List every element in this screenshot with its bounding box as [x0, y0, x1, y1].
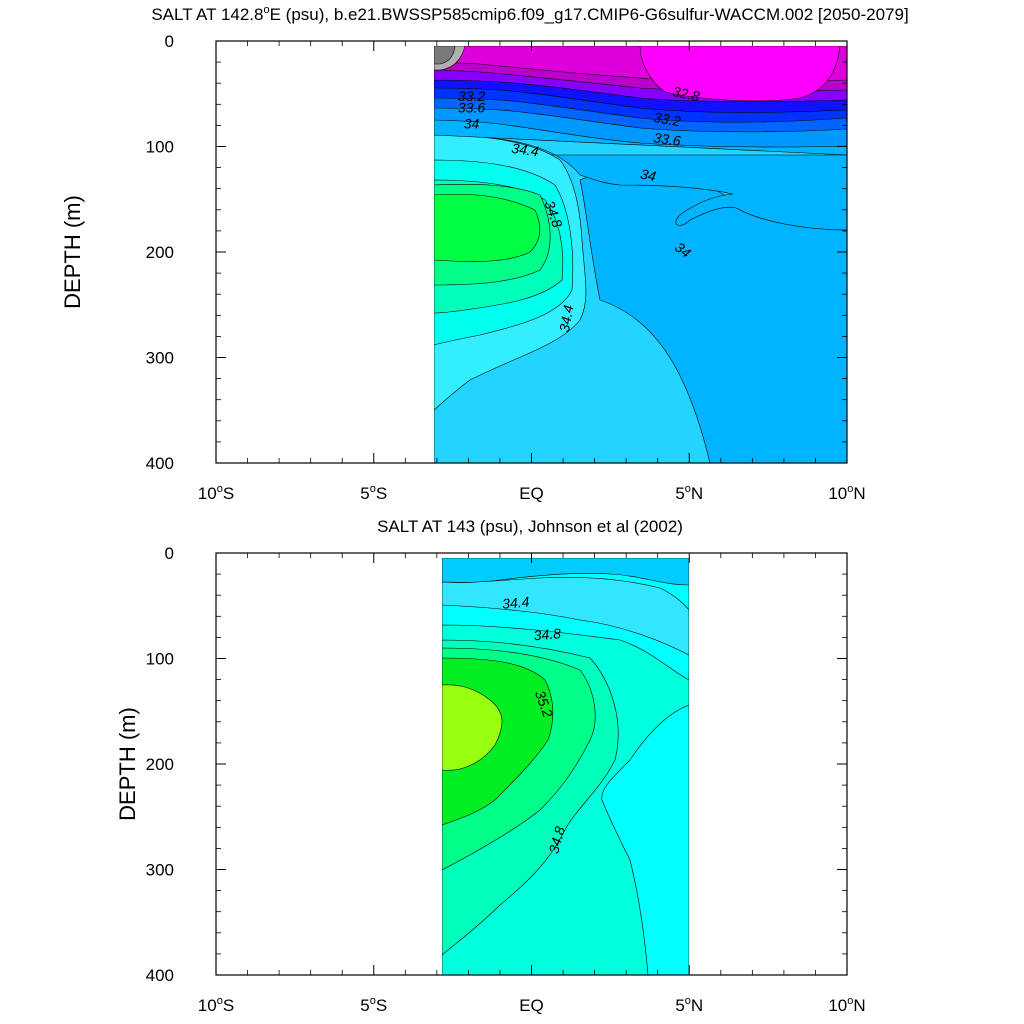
- x-tick-label: 10oS: [198, 995, 234, 1015]
- contour-label: 33.2: [458, 88, 485, 104]
- fill-band: [442, 684, 503, 771]
- y-tick-label: 0: [165, 32, 174, 51]
- y-tick-label: 400: [146, 966, 174, 985]
- x-tick-label: 10oN: [828, 483, 865, 503]
- x-tick-label: 5oS: [360, 995, 387, 1015]
- contour-label: 33.6: [458, 99, 485, 115]
- contour-label: 34.4: [511, 140, 540, 160]
- y-tick-label: 100: [146, 138, 174, 157]
- contour-label: 34.8: [545, 825, 568, 856]
- y-tick-label: 200: [146, 755, 174, 774]
- contour-label: 33.6: [653, 129, 682, 149]
- fill-band: [434, 46, 456, 65]
- panel-bottom-ticks: 0 100 200 300 400 10oS 5oS EQ 5oN 10oN: [146, 544, 866, 1015]
- y-tick-label: 400: [146, 454, 174, 473]
- x-tick-label: 5oS: [360, 483, 387, 503]
- panel-top-contour-fill: [434, 46, 847, 463]
- contour-label: 33.2: [652, 109, 682, 130]
- panel-top-ylabel: DEPTH (m): [60, 195, 85, 309]
- panel-top: SALT AT 142.8oE (psu), b.e21.BWSSP585cmi…: [60, 4, 909, 503]
- x-tick-label: 10oS: [198, 483, 234, 503]
- contour-label: 32.8: [671, 83, 701, 104]
- contour-label: 34.8: [533, 625, 562, 643]
- y-tick-label: 300: [146, 349, 174, 368]
- x-tick-label: 5oN: [675, 483, 703, 503]
- fill-band: [639, 46, 841, 102]
- y-tick-label: 100: [146, 650, 174, 669]
- fill-band: [434, 193, 540, 262]
- x-tick-label: 5oN: [675, 995, 703, 1015]
- contour-label: 34: [464, 115, 480, 131]
- x-tick-label: EQ: [519, 484, 544, 503]
- panel-bottom-title: SALT AT 143 (psu), Johnson et al (2002): [377, 517, 683, 536]
- panel-bottom-contour-labels: 34.434.835.234.8: [501, 593, 568, 855]
- x-tick-label: EQ: [519, 996, 544, 1015]
- panel-top-title: SALT AT 142.8oE (psu), b.e21.BWSSP585cmi…: [151, 4, 908, 24]
- y-tick-label: 200: [146, 243, 174, 262]
- panel-top-ticks: 0 100 200 300 400 10oS 5oS EQ 5oN 10oN: [146, 32, 866, 503]
- fill-band: [434, 134, 847, 231]
- y-tick-label: 0: [165, 544, 174, 563]
- x-tick-label: 10oN: [828, 995, 865, 1015]
- fill-band: [601, 704, 689, 975]
- panel-bottom-ylabel: DEPTH (m): [115, 707, 140, 821]
- contour-label: 34: [639, 166, 658, 185]
- fill-band: [442, 577, 689, 656]
- contour-label: 34.4: [556, 303, 577, 333]
- panel-bottom: SALT AT 143 (psu), Johnson et al (2002) …: [115, 517, 866, 1015]
- panel-bottom-contour-fill: [442, 558, 689, 975]
- contour-label: 34.4: [501, 593, 530, 611]
- y-tick-label: 300: [146, 861, 174, 880]
